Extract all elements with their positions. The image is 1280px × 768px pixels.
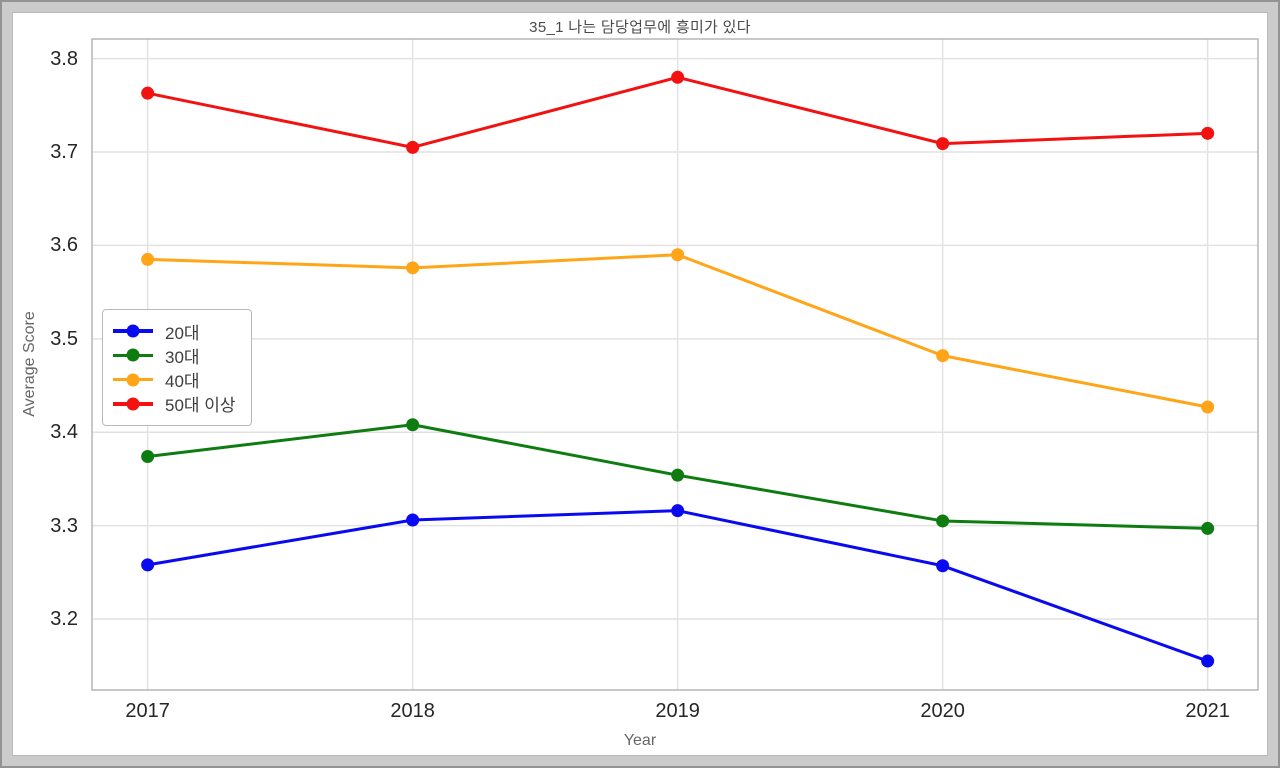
legend-item-50s-plus: 50대 이상 [113,392,241,416]
legend-line-marker-icon [113,397,153,411]
y-axis-label: Average Score [21,311,38,417]
legend-dot-icon [126,397,140,411]
legend-dot-icon [126,348,140,362]
x-tick-label: 2019 [655,700,700,722]
legend-label: 20대 [165,323,200,343]
y-tick-label: 3.2 [50,608,78,631]
legend-line-marker-icon [113,324,153,338]
legend-dot-icon [126,373,140,387]
legend-line-marker-icon [113,373,153,387]
x-tick-label: 2018 [390,700,435,722]
y-tick-label: 3.7 [50,141,78,163]
legend-label: 50대 이상 [165,396,236,416]
legend-line-marker-icon [113,348,153,362]
legend-item-30s: 30대 [113,343,241,367]
x-tick-label: 2017 [125,700,170,722]
legend-item-20s: 20대 [113,319,241,343]
legend-dot-icon [126,324,140,338]
x-tick-label: 2021 [1185,700,1230,722]
legend-label: 30대 [165,347,200,367]
y-tick-label: 3.8 [50,47,78,70]
x-axis-label: Year [623,732,657,749]
x-tick-label: 2020 [920,700,965,722]
y-tick-label: 3.6 [50,234,78,257]
legend: 20대 30대 40대 50대 이상 [102,309,252,426]
legend-label: 40대 [165,372,200,392]
legend-item-40s: 40대 [113,368,241,392]
y-tick-label: 3.4 [50,421,78,444]
y-tick-label: 3.3 [50,514,78,537]
chart-title: 35_1 나는 담당업무에 흥미가 있다 [529,19,751,36]
y-tick-label: 3.5 [50,327,78,350]
